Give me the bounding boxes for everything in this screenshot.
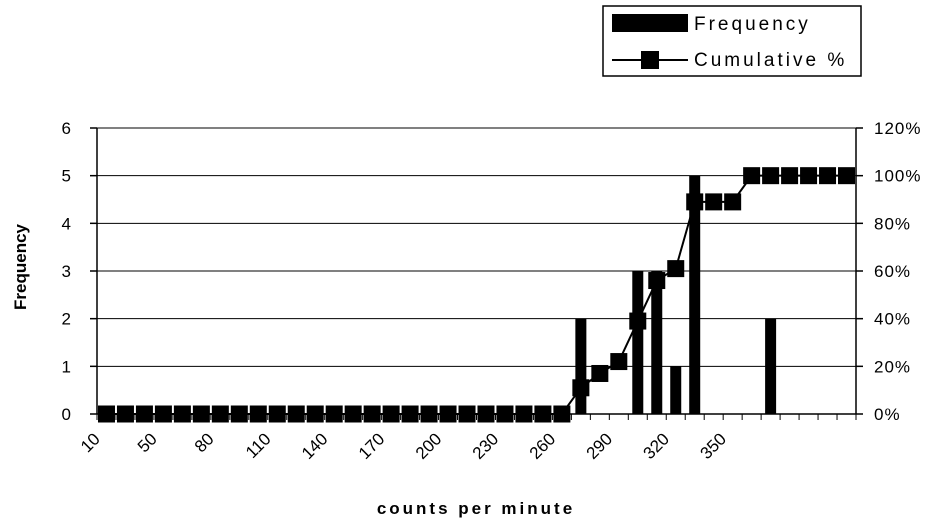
frequency-bar [632,271,644,414]
x-tick-label: 200 [412,429,445,462]
legend-frequency-label: Frequency [694,14,811,35]
y-tick-label: 3 [62,262,71,281]
y-tick-label: 2 [62,310,71,329]
y-tick-label: 6 [62,119,71,138]
cumulative-marker [762,167,780,185]
x-tick-label: 320 [640,429,673,462]
cumulative-marker [724,193,742,211]
legend-frequency-swatch [612,14,688,32]
cumulative-marker [781,167,799,185]
cumulative-marker [610,353,628,371]
cumulative-marker [743,167,761,185]
y-axis-title: Frequency [11,223,30,310]
y2-tick-labels: 0% 20% 40% 60% 80% 100% 120% [874,119,921,424]
x-tick-label: 290 [583,429,616,462]
x-tick-label: 80 [191,429,218,456]
gridlines [97,127,856,367]
y2-tick-label: 40% [874,310,911,329]
frequency-bar [670,366,682,414]
frequency-bar [651,271,663,414]
y2-tick-label: 100% [874,167,921,186]
y2-tick-label: 80% [874,214,911,233]
frequency-bars [575,175,777,414]
x-tick-label: 50 [134,429,161,456]
y-tick-label: 4 [62,214,71,233]
cumulative-marker [800,167,818,185]
frequency-bar [689,175,701,414]
cumulative-marker [819,167,837,185]
y2-tick-label: 20% [874,357,911,376]
cumulative-marker [838,167,856,185]
y2-tick-label: 0% [874,405,901,424]
frequency-bar [575,318,587,414]
x-tick-label: 110 [242,429,275,462]
cumulative-line [106,174,847,415]
cumulative-line-group [97,167,856,423]
legend: Frequency Cumulative % [602,5,862,77]
x-tick-label: 260 [526,429,559,462]
legend-cumulative-label: Cumulative % [694,50,847,71]
x-tick-label: 140 [298,429,331,462]
axes [90,127,863,420]
cumulative-marker [705,193,723,211]
x-tick-labels: 10 50 80 110 140 170 200 230 260 290 320 350 [77,429,730,462]
x-tick-label: 10 [77,429,104,456]
y2-tick-label: 60% [874,262,911,281]
y-tick-label: 1 [62,357,71,376]
y2-tick-label: 120% [874,119,921,138]
y-tick-label: 5 [62,167,71,186]
x-tick-label: 170 [355,429,388,462]
y-tick-label: 0 [62,405,71,424]
x-axis-title: counts per minute [377,499,575,518]
cumulative-marker [686,193,704,211]
cumulative-marker [572,379,590,397]
cumulative-marker [667,260,685,278]
x-tick-label: 230 [469,429,502,462]
y-tick-labels: 0 1 2 3 4 5 6 [62,119,71,424]
cumulative-marker [629,312,647,330]
cumulative-marker [648,272,666,290]
cumulative-marker [591,364,609,382]
x-tick-label: 350 [697,429,730,462]
legend-cumulative-marker [641,51,659,69]
frequency-bar [765,318,777,414]
